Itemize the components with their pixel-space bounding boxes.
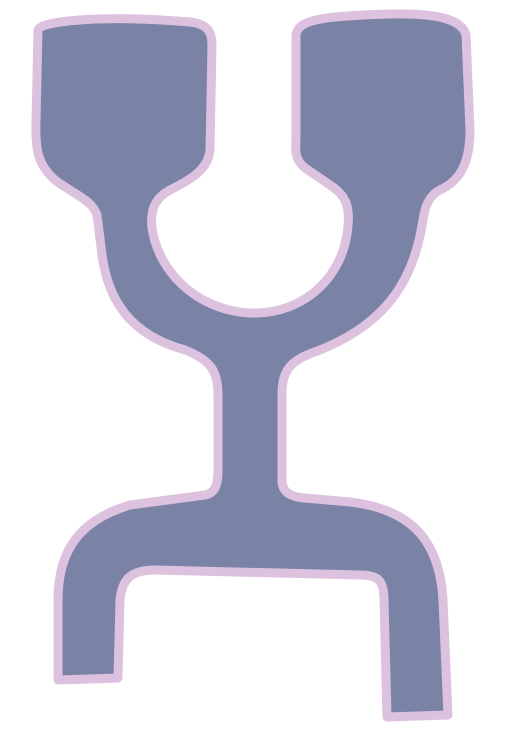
glyph-body [31, 9, 475, 722]
